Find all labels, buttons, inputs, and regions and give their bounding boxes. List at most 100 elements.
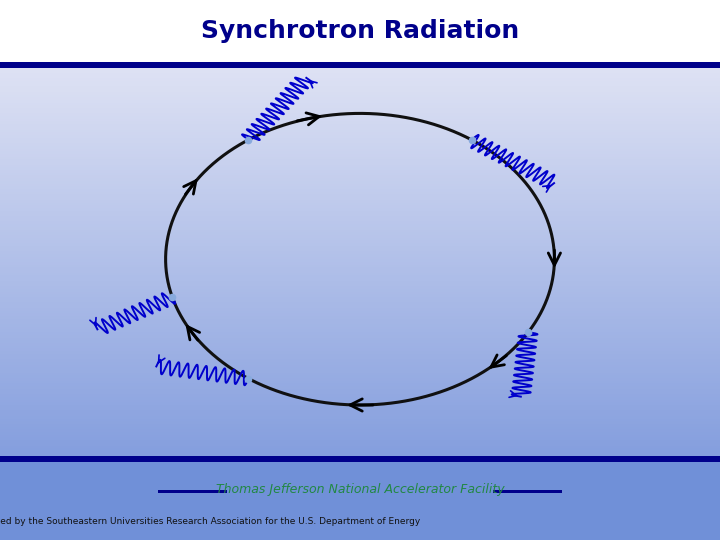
Bar: [0, 232, 720, 235]
Bar: [0, 475, 720, 478]
Bar: [0, 526, 720, 529]
Bar: [0, 51, 720, 54]
Bar: [0, 154, 720, 157]
Bar: [0, 138, 720, 140]
Bar: [0, 19, 720, 22]
Bar: [0, 173, 720, 176]
Bar: [0, 508, 720, 510]
Bar: [0, 200, 720, 202]
Bar: [0, 43, 720, 46]
Bar: [0, 440, 720, 443]
Bar: [0, 451, 720, 454]
Bar: [0, 497, 720, 500]
Bar: [0, 486, 720, 489]
Bar: [0, 348, 720, 351]
Bar: [0, 208, 720, 211]
Bar: [0, 130, 720, 132]
Bar: [0, 143, 720, 146]
Bar: [0, 8, 720, 11]
Bar: [0, 367, 720, 370]
Bar: [0, 432, 720, 435]
Bar: [0, 308, 720, 310]
Bar: [0, 462, 720, 464]
Bar: [0, 364, 720, 367]
Bar: [0, 513, 720, 516]
Bar: [0, 78, 720, 81]
Bar: [0, 448, 720, 451]
Bar: [0, 327, 720, 329]
Bar: [0, 105, 720, 108]
Bar: [0, 313, 720, 316]
Bar: [0, 267, 720, 270]
Bar: [0, 413, 720, 416]
Bar: [0, 5, 720, 8]
Bar: [0, 483, 720, 486]
Bar: [0, 421, 720, 424]
Bar: [0, 373, 720, 375]
Bar: [0, 316, 720, 319]
Bar: [0, 54, 720, 57]
Bar: [0, 289, 720, 292]
Bar: [0, 410, 720, 413]
Bar: [0, 151, 720, 154]
Bar: [0, 11, 720, 14]
Bar: [0, 481, 720, 483]
Bar: [0, 416, 720, 418]
Bar: [0, 405, 720, 408]
Bar: [0, 321, 720, 324]
Bar: [0, 489, 720, 491]
Bar: [0, 170, 720, 173]
Bar: [0, 370, 720, 373]
Bar: [0, 62, 720, 68]
Bar: [0, 178, 720, 181]
Bar: [0, 135, 720, 138]
Bar: [0, 375, 720, 378]
Bar: [0, 381, 720, 383]
Bar: [0, 254, 720, 256]
Bar: [0, 119, 720, 122]
Bar: [0, 402, 720, 405]
Bar: [0, 286, 720, 289]
Bar: [0, 265, 720, 267]
Bar: [0, 472, 720, 475]
Bar: [0, 335, 720, 338]
Bar: [0, 429, 720, 432]
Bar: [0, 284, 720, 286]
Bar: [0, 292, 720, 294]
Bar: [0, 332, 720, 335]
Bar: [0, 446, 720, 448]
Bar: [0, 343, 720, 346]
Bar: [0, 346, 720, 348]
Bar: [0, 181, 720, 184]
Bar: [0, 194, 720, 197]
Bar: [0, 113, 720, 116]
Bar: [0, 22, 720, 24]
Bar: [0, 478, 720, 481]
Bar: [0, 400, 720, 402]
Bar: [0, 86, 720, 89]
Bar: [0, 84, 720, 86]
Bar: [0, 157, 720, 159]
Bar: [0, 76, 720, 78]
Bar: [0, 89, 720, 92]
Bar: [0, 259, 720, 262]
Bar: [0, 351, 720, 354]
Bar: [0, 111, 720, 113]
Bar: [0, 529, 720, 532]
Bar: [0, 275, 720, 278]
Bar: [0, 16, 720, 19]
Bar: [0, 310, 720, 313]
Bar: [0, 40, 720, 43]
Bar: [0, 213, 720, 216]
Bar: [0, 167, 720, 170]
Bar: [0, 227, 720, 229]
Bar: [0, 176, 720, 178]
Bar: [0, 246, 720, 248]
Bar: [0, 324, 720, 327]
Bar: [0, 46, 720, 49]
Bar: [0, 243, 720, 246]
Bar: [0, 532, 720, 535]
Bar: [0, 427, 720, 429]
Bar: [0, 108, 720, 111]
Bar: [0, 216, 720, 219]
